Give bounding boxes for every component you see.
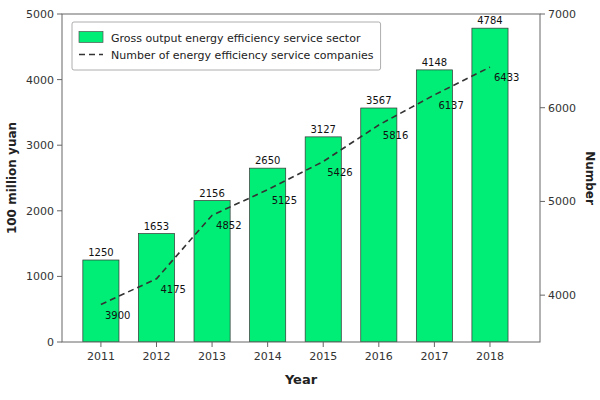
plot-frame [62,14,540,342]
bar-label: 2650 [255,155,280,166]
bar-label: 2156 [199,188,224,199]
y2-tick [540,201,545,202]
y-tick-label: 3000 [26,139,54,152]
y-tick [57,145,62,146]
x-tick-label: 2017 [420,350,448,363]
y2-tick-label: 7000 [548,8,576,21]
x-tick-label: 2012 [142,350,170,363]
x-tick [267,342,268,347]
legend-frame [72,22,381,70]
y-tick-label: 0 [47,336,54,349]
y2-tick [540,107,545,108]
y2-tick-label: 5000 [548,195,576,208]
bar-label: 1250 [88,247,113,258]
x-tick [434,342,435,347]
x-tick-label: 2015 [309,350,337,363]
bar-label: 4148 [422,57,447,68]
y-tick [57,14,62,15]
x-tick [100,342,101,347]
bar-label: 4784 [477,15,502,26]
legend: Gross output energy efficiency service s… [72,22,381,70]
x-tick-label: 2016 [365,350,393,363]
marks [83,28,508,342]
bar-label: 3567 [366,95,391,106]
x-tick [489,342,490,347]
line-label: 5816 [383,130,408,141]
line-label: 6137 [438,100,463,111]
bar-label: 1653 [144,221,169,232]
line-label: 6433 [494,72,519,83]
x-tick-label: 2011 [87,350,115,363]
y-tick [57,342,62,343]
y-tick-label: 5000 [26,8,54,21]
x-tick-label: 2013 [198,350,226,363]
legend-label: Gross output energy efficiency service s… [111,32,361,45]
chart: 2011 2012 2013 2014 2015 2016 2017 2018 0 1000 200… [0,0,600,400]
y-tick-label: 1000 [26,270,54,283]
x-axis-title: Year [284,372,318,387]
line [101,67,490,304]
y-tick-label: 4000 [26,74,54,87]
legend-swatch [79,32,103,43]
legend-label: Number of energy efficiency service comp… [111,49,374,62]
x-tick [378,342,379,347]
y2-tick [540,14,545,15]
x-tick [323,342,324,347]
line-label: 3900 [105,310,130,321]
bar [83,260,119,342]
y2-tick-label: 6000 [548,102,576,115]
y-tick [57,79,62,80]
x-tick-label: 2018 [476,350,504,363]
bar-label: 3127 [311,124,336,135]
y2-tick-label: 4000 [548,289,576,302]
bar [361,108,397,342]
line-label: 4175 [160,284,185,295]
x-tick [156,342,157,347]
x-tick [212,342,213,347]
y2-axis-title: Number [583,151,597,205]
legend-swatch [79,54,103,56]
y-tick [57,276,62,277]
line-label: 5125 [272,195,297,206]
y-tick-label: 2000 [26,205,54,218]
y2-tick [540,295,545,296]
x-tick-label: 2014 [254,350,282,363]
y-axis-title: 100 million yuan [5,122,19,234]
line-label: 5426 [327,167,352,178]
line-label: 4852 [216,220,241,231]
y-tick [57,210,62,211]
